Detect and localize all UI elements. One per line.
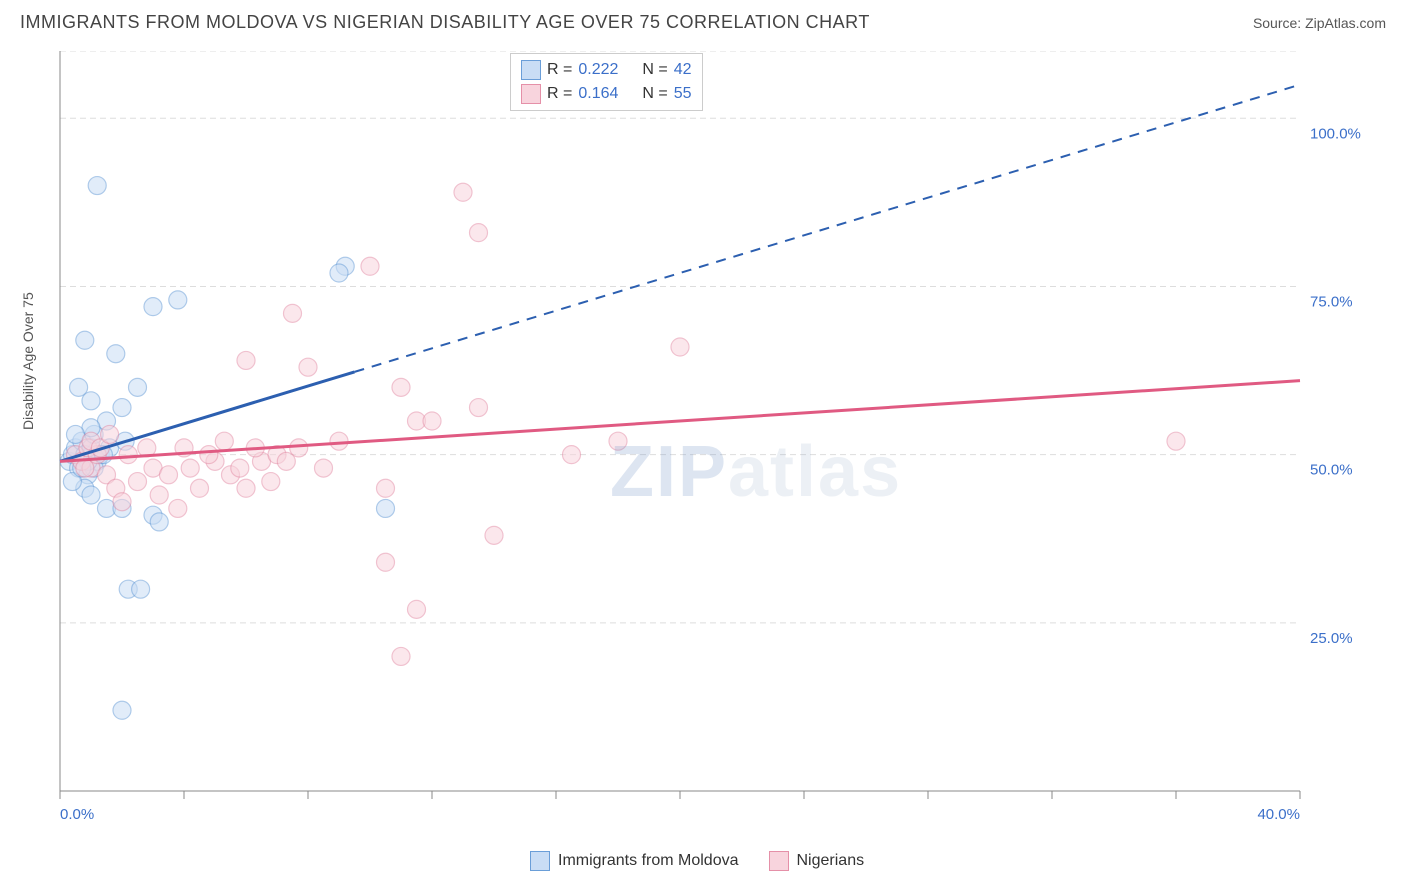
chart-title: IMMIGRANTS FROM MOLDOVA VS NIGERIAN DISA… bbox=[20, 12, 870, 33]
source-label: Source: ZipAtlas.com bbox=[1253, 15, 1386, 31]
data-point bbox=[237, 351, 255, 369]
data-point bbox=[377, 479, 395, 497]
data-point bbox=[144, 298, 162, 316]
scatter-chart: 25.0% 50.0% 75.0% 100.0% 0.0% 40.0% bbox=[50, 51, 1370, 871]
x-tick-label: 0.0% bbox=[60, 806, 94, 823]
data-point bbox=[215, 432, 233, 450]
trend-line-dashed bbox=[355, 85, 1301, 372]
y-tick-label: 100.0% bbox=[1310, 125, 1361, 142]
legend-swatch bbox=[521, 84, 541, 104]
data-point bbox=[470, 399, 488, 417]
data-point bbox=[315, 459, 333, 477]
trend-line bbox=[60, 381, 1300, 462]
series-legend: Immigrants from Moldova Nigerians bbox=[530, 851, 864, 871]
data-point bbox=[563, 446, 581, 464]
y-tick-label: 75.0% bbox=[1310, 293, 1353, 310]
data-point bbox=[107, 345, 125, 363]
data-point bbox=[330, 264, 348, 282]
n-value: 42 bbox=[674, 61, 692, 79]
legend-item: Nigerians bbox=[769, 851, 865, 871]
legend-swatch bbox=[521, 60, 541, 80]
data-point bbox=[231, 459, 249, 477]
data-point bbox=[454, 183, 472, 201]
n-label: N = bbox=[642, 61, 667, 79]
data-point bbox=[129, 473, 147, 491]
data-point bbox=[262, 473, 280, 491]
data-point bbox=[377, 553, 395, 571]
data-point bbox=[361, 257, 379, 275]
data-point bbox=[284, 304, 302, 322]
data-point bbox=[408, 600, 426, 618]
y-tick-label: 50.0% bbox=[1310, 462, 1353, 479]
data-point bbox=[169, 291, 187, 309]
correlation-row: R = 0.164 N = 55 bbox=[521, 82, 692, 106]
data-point bbox=[76, 331, 94, 349]
data-point bbox=[377, 499, 395, 517]
data-point bbox=[129, 378, 147, 396]
data-point bbox=[181, 459, 199, 477]
data-point bbox=[101, 425, 119, 443]
data-point bbox=[423, 412, 441, 430]
r-label: R = bbox=[547, 61, 572, 79]
data-point bbox=[113, 399, 131, 417]
data-point bbox=[132, 580, 150, 598]
data-point bbox=[299, 358, 317, 376]
data-point bbox=[200, 446, 218, 464]
data-point bbox=[169, 499, 187, 517]
r-label: R = bbox=[547, 85, 572, 103]
legend-item: Immigrants from Moldova bbox=[530, 851, 739, 871]
correlation-row: R = 0.222 N = 42 bbox=[521, 58, 692, 82]
legend-label: Nigerians bbox=[797, 852, 865, 870]
legend-swatch bbox=[530, 851, 550, 871]
data-point bbox=[671, 338, 689, 356]
x-tick-label: 40.0% bbox=[1257, 806, 1300, 823]
legend-label: Immigrants from Moldova bbox=[558, 852, 739, 870]
data-point bbox=[485, 526, 503, 544]
data-point bbox=[113, 493, 131, 511]
legend-swatch bbox=[769, 851, 789, 871]
n-value: 55 bbox=[674, 85, 692, 103]
n-label: N = bbox=[642, 85, 667, 103]
data-point bbox=[160, 466, 178, 484]
data-point bbox=[609, 432, 627, 450]
y-tick-label: 25.0% bbox=[1310, 630, 1353, 647]
r-value: 0.164 bbox=[578, 85, 618, 103]
y-axis-label: Disability Age Over 75 bbox=[20, 292, 36, 430]
data-point bbox=[392, 647, 410, 665]
r-value: 0.222 bbox=[578, 61, 618, 79]
data-point bbox=[1167, 432, 1185, 450]
data-point bbox=[191, 479, 209, 497]
data-point bbox=[70, 378, 88, 396]
data-point bbox=[330, 432, 348, 450]
data-point bbox=[150, 486, 168, 504]
data-point bbox=[150, 513, 168, 531]
data-point bbox=[119, 446, 137, 464]
data-point bbox=[470, 224, 488, 242]
chart-container: 25.0%50.0%75.0%100.0%0.0%40.0% ZIPatlas … bbox=[50, 51, 1386, 871]
data-point bbox=[88, 177, 106, 195]
data-point bbox=[290, 439, 308, 457]
data-point bbox=[76, 459, 94, 477]
data-point bbox=[82, 486, 100, 504]
data-point bbox=[392, 378, 410, 396]
data-point bbox=[113, 701, 131, 719]
data-point bbox=[237, 479, 255, 497]
correlation-legend: R = 0.222 N = 42 R = 0.164 N = 55 bbox=[510, 53, 703, 111]
